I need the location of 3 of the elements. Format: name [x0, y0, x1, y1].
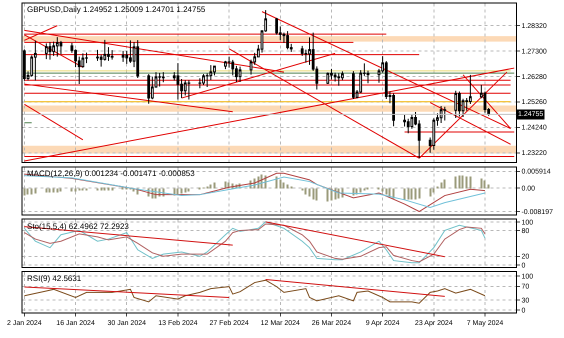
chart-title: RSI(9) 42.5631 [27, 274, 82, 283]
chart-title: GBPUSD,Daily 1.24952 1.25009 1.24701 1.24755 [27, 5, 206, 14]
chart-title: MACD(12,26,9) 0.001234 -0.001471 -0.000853 [27, 169, 196, 178]
